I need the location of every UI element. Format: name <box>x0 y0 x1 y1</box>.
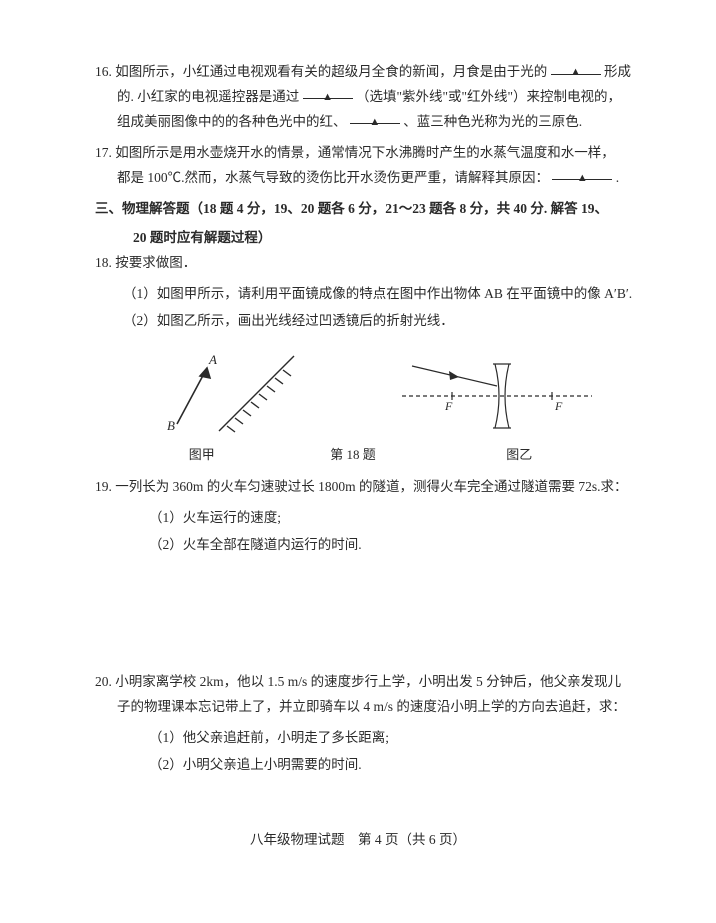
svg-text:B: B <box>167 418 175 433</box>
figure-captions: 图甲 第 18 题 图乙 <box>95 443 641 467</box>
workspace-gap <box>95 560 641 670</box>
section-3-head2: 20 题时应有解题过程） <box>95 226 641 251</box>
question-20: 20. 小明家离学校 2km，他以 1.5 m/s 的速度步行上学，小明出发 5… <box>95 670 641 720</box>
q17-t3: . <box>616 170 619 185</box>
cap-jia: 图甲 <box>117 443 287 467</box>
q20-sub2: （2）小明父亲追上小明需要的时间. <box>95 753 641 778</box>
q19-t1: 一列长为 360m 的火车匀速驶过长 1800m 的隧道，测得火车完全通过隧道需… <box>115 479 627 494</box>
q16-t5: 组成美丽图像中的的各种色光中的红、 <box>95 114 347 129</box>
blank-fill <box>303 85 353 100</box>
blank-fill <box>350 110 400 125</box>
q20-num: 20. <box>95 670 112 695</box>
q20-sub1: （1）他父亲追赶前，小明走了多长距离; <box>95 726 641 751</box>
q17-t2: 都是 100℃.然而，水蒸气导致的烫伤比开水烫伤更严重，请解释其原因： <box>95 170 549 185</box>
question-16: 16. 如图所示，小红通过电视观看有关的超级月全食的新闻，月食是由于光的 形成 … <box>95 60 641 135</box>
blank-fill <box>551 60 601 75</box>
section-3-head: 三、物理解答题（18 题 4 分，19、20 题各 6 分，21～23 题各 8… <box>95 197 641 222</box>
q16-t3: 的. 小红家的电视遥控器是通过 <box>95 89 299 104</box>
exam-page: 16. 如图所示，小红通过电视观看有关的超级月全食的新闻，月食是由于光的 形成 … <box>0 0 716 923</box>
figure-jia: A B <box>139 346 309 441</box>
q16-t1: 如图所示，小红通过电视观看有关的超级月全食的新闻，月食是由于光的 <box>115 64 547 79</box>
q19-num: 19. <box>95 475 112 500</box>
q16-t4: （选填"紫外线"或"红外线"）来控制电视的， <box>356 89 621 104</box>
q16-t2: 形成 <box>604 64 631 79</box>
q16-num: 16. <box>95 60 112 85</box>
question-19: 19. 一列长为 360m 的火车匀速驶过长 1800m 的隧道，测得火车完全通… <box>95 475 641 500</box>
svg-text:F: F <box>554 399 563 413</box>
q19-sub1: （1）火车运行的速度; <box>95 506 641 531</box>
blank-fill <box>552 166 612 181</box>
q20-t1: 小明家离学校 2km，他以 1.5 m/s 的速度步行上学，小明出发 5 分钟后… <box>115 674 621 689</box>
svg-text:F: F <box>444 399 453 413</box>
figure-row: A B F F <box>95 346 641 441</box>
question-18: 18. 按要求做图． <box>95 251 641 276</box>
q19-sub2: （2）火车全部在隧道内运行的时间. <box>95 533 641 558</box>
cap-yi: 图乙 <box>419 443 619 467</box>
q18-sub2: （2）如图乙所示，画出光线经过凹透镜后的折射光线． <box>95 309 641 334</box>
page-footer: 八年级物理试题 第 4 页（共 6 页） <box>0 828 716 853</box>
q18-num: 18. <box>95 251 112 276</box>
q18-sub1: （1）如图甲所示，请利用平面镜成像的特点在图中作出物体 AB 在平面镜中的像 A… <box>95 282 641 307</box>
svg-text:A: A <box>208 352 217 367</box>
q18-t1: 按要求做图． <box>115 255 196 270</box>
figure-yi: F F <box>397 346 597 441</box>
question-17: 17. 如图所示是用水壶烧开水的情景，通常情况下水沸腾时产生的水蒸气温度和水一样… <box>95 141 641 191</box>
cap-mid: 第 18 题 <box>330 443 376 467</box>
q17-num: 17. <box>95 141 112 166</box>
q16-t6: 、蓝三种色光称为光的三原色. <box>403 114 582 129</box>
q17-t1: 如图所示是用水壶烧开水的情景，通常情况下水沸腾时产生的水蒸气温度和水一样， <box>115 145 615 160</box>
q20-t2: 子的物理课本忘记带上了，并立即骑车以 4 m/s 的速度沿小明上学的方向去追赶，… <box>95 699 626 714</box>
